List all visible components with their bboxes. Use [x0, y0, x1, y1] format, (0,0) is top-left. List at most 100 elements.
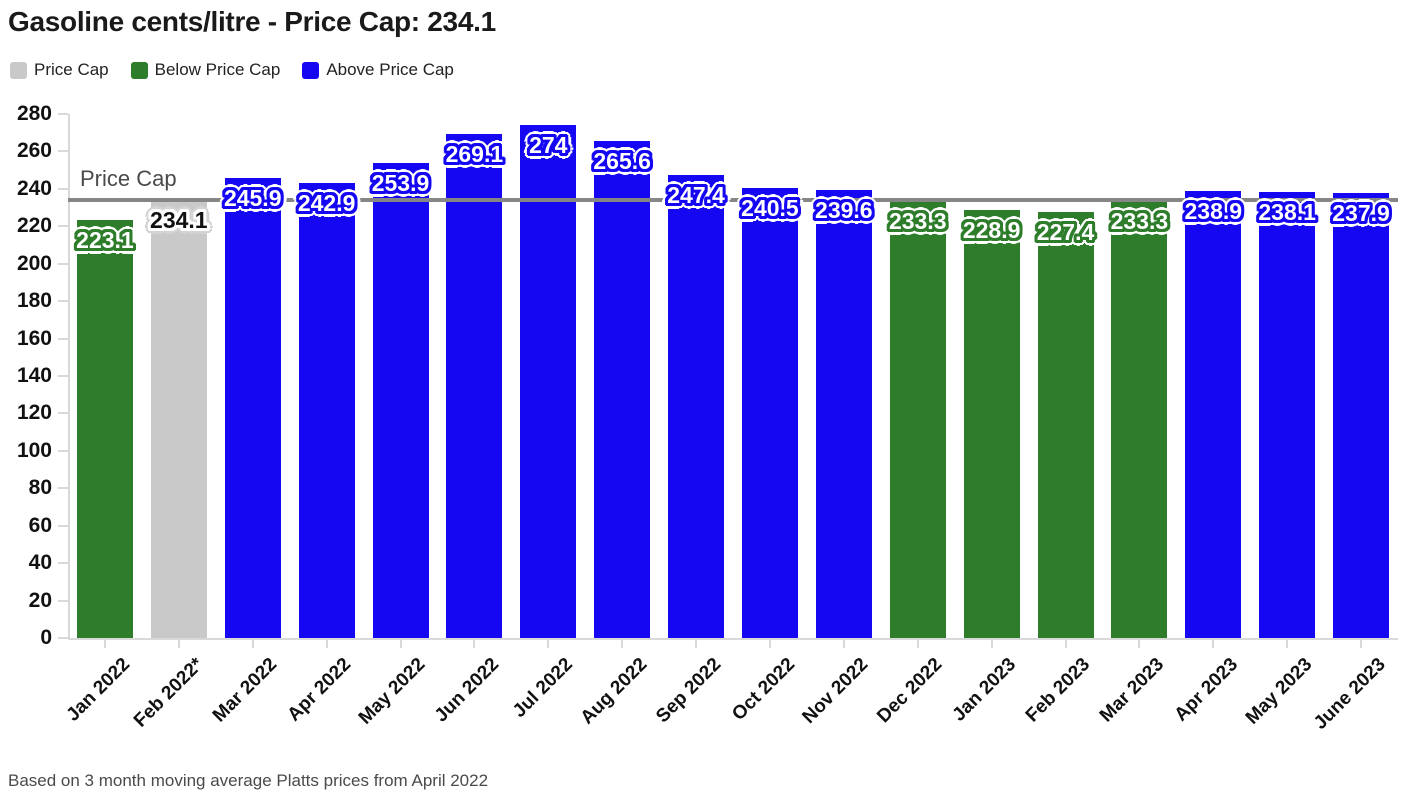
bar-value-label: 242.9: [297, 190, 356, 217]
x-tick-label: Aug 2022: [576, 654, 652, 729]
bar-value-label: 233.3: [888, 208, 947, 235]
x-tick-label: Jun 2022: [430, 654, 504, 727]
x-tick-label: May 2022: [354, 654, 430, 729]
chart-title: Gasoline cents/litre - Price Cap: 234.1: [8, 6, 496, 37]
y-tick-mark: [58, 375, 68, 377]
x-tick-label: Apr 2023: [1170, 654, 1243, 726]
bar-apr-2022: [298, 183, 355, 638]
y-tick-mark: [58, 599, 68, 602]
x-tick-label: Jan 2022: [62, 654, 134, 726]
x-tick-mark: [1064, 640, 1067, 648]
x-tick-mark: [547, 640, 550, 648]
x-tick-label: Oct 2022: [727, 654, 799, 725]
y-tick-mark: [58, 113, 68, 115]
x-tick-mark: [473, 640, 476, 648]
bar-value-label: 223.1: [76, 227, 134, 254]
bar-value-label: 247.4: [667, 182, 725, 208]
y-tick-label: 60: [28, 513, 52, 537]
y-tick-mark: [58, 524, 68, 527]
bar-oct-2022: [741, 187, 798, 638]
y-tick-mark: [58, 300, 68, 303]
x-tick-label: Mar 2022: [209, 654, 282, 727]
bar-june-2023: [1333, 192, 1390, 638]
bar-value-label: 237.9: [1332, 199, 1390, 226]
bar-feb-2023: [1037, 212, 1094, 638]
x-tick-mark: [177, 640, 180, 648]
x-tick-mark: [103, 640, 106, 648]
x-axis-line: [68, 638, 1398, 640]
bar-sep-2022: [668, 175, 725, 638]
x-tick-mark: [842, 640, 845, 648]
y-axis-line: [68, 114, 70, 640]
y-tick-label: 220: [16, 214, 52, 238]
x-tick-label: Feb 2022*: [130, 654, 208, 732]
y-tick-label: 100: [16, 438, 52, 462]
bar-may-2022: [372, 162, 429, 638]
bar-value-label: 238.9: [1184, 197, 1243, 224]
y-tick-label: 40: [28, 551, 52, 575]
x-tick-mark: [621, 640, 624, 648]
x-tick-label: Sep 2022: [651, 654, 725, 728]
x-tick-mark: [1212, 640, 1215, 648]
y-tick-mark: [58, 337, 68, 340]
bar-jan-2023: [963, 209, 1020, 638]
bar-jul-2022: [520, 125, 577, 638]
y-tick-mark: [58, 187, 68, 190]
x-tick-label: Mar 2023: [1095, 654, 1169, 727]
bar-jun-2022: [446, 134, 503, 638]
price-cap-line: [68, 197, 1398, 202]
bar-value-label: 240.5: [741, 194, 799, 221]
bar-feb-2022: [150, 199, 207, 638]
legend-swatch: [10, 61, 27, 79]
bar-value-label: 228.9: [962, 216, 1021, 243]
y-tick-label: 180: [16, 289, 52, 313]
y-tick-label: 80: [28, 476, 52, 500]
bar-value-label: 253.9: [371, 169, 430, 196]
bar-mar-2023: [1111, 201, 1168, 638]
bar-value-label: 227.4: [1036, 219, 1095, 246]
bar-jan-2022: [76, 220, 133, 638]
bar-dec-2022: [889, 201, 946, 638]
x-tick-mark: [695, 640, 698, 648]
x-tick-label: June 2023: [1310, 654, 1390, 734]
bar-mar-2022: [224, 177, 281, 638]
legend-item: Above Price Cap: [302, 60, 454, 80]
y-tick-label: 200: [16, 251, 52, 275]
y-tick-label: 240: [16, 176, 52, 200]
y-tick-mark: [58, 262, 68, 265]
y-tick-label: 0: [40, 626, 52, 649]
x-tick-mark: [1360, 640, 1363, 648]
x-tick-mark: [768, 640, 771, 648]
x-tick-label: Jan 2023: [948, 654, 1021, 726]
x-tick-mark: [1286, 640, 1289, 648]
x-tick-mark: [1138, 640, 1141, 648]
bar-value-label: 239.6: [815, 196, 873, 223]
legend-item: Price Cap: [10, 60, 109, 80]
y-tick-mark: [58, 225, 68, 228]
x-tick-label: Feb 2023: [1021, 654, 1095, 727]
x-tick-label: Nov 2022: [798, 654, 873, 728]
price-cap-line-label: Price Cap: [80, 165, 177, 191]
y-tick-mark: [58, 412, 68, 415]
y-tick-label: 280: [16, 102, 52, 125]
legend-label: Above Price Cap: [326, 60, 454, 79]
y-tick-label: 120: [16, 401, 52, 425]
bar-nov-2022: [815, 189, 872, 638]
bar-value-label: 265.6: [593, 147, 651, 174]
bar-value-label: 238.1: [1258, 199, 1316, 226]
bar-value-label: 274: [529, 132, 568, 159]
bar-aug-2022: [594, 140, 651, 638]
bar-value-label: 245.9: [223, 184, 282, 211]
x-tick-mark: [399, 640, 402, 648]
y-tick-mark: [58, 562, 68, 565]
y-tick-label: 260: [16, 139, 52, 163]
bar-value-label: 269.1: [445, 141, 504, 168]
y-tick-label: 140: [16, 364, 52, 387]
bar-may-2023: [1259, 192, 1316, 638]
legend: Price Cap Below Price Cap Above Price Cap: [10, 60, 454, 80]
x-tick-label: May 2023: [1241, 654, 1317, 729]
legend-label: Below Price Cap: [154, 60, 281, 79]
x-tick-mark: [990, 640, 993, 648]
